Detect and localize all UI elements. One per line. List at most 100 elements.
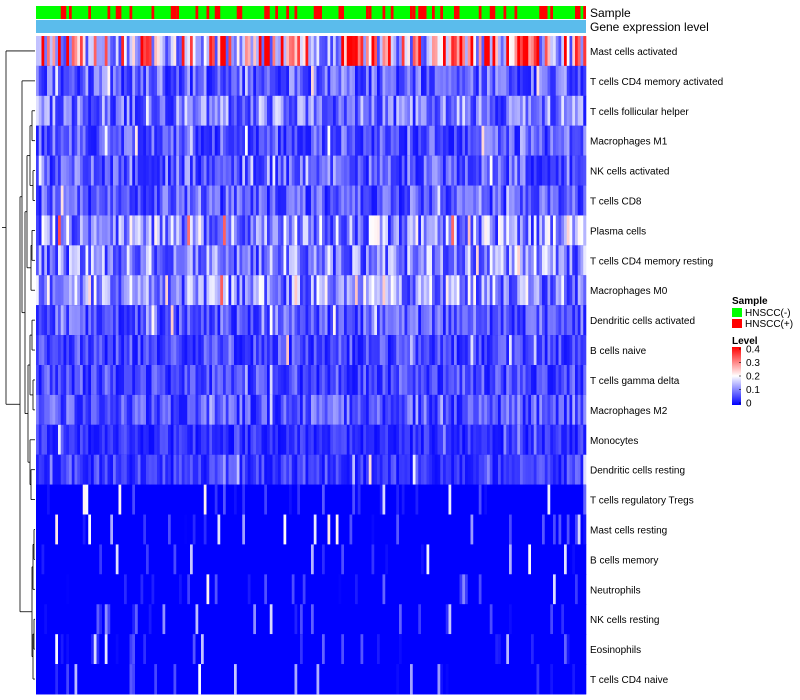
heatmap-cell xyxy=(465,65,469,97)
heatmap-cell xyxy=(118,424,122,456)
heatmap-cell xyxy=(286,36,290,67)
sample-cell-hnscc-pos xyxy=(583,6,586,19)
heatmap-cell xyxy=(448,95,452,127)
heatmap-cell xyxy=(313,484,317,515)
heatmap-cell xyxy=(440,245,444,276)
heatmap-cell xyxy=(470,424,474,456)
heatmap-cell xyxy=(55,125,59,157)
heatmap-cell xyxy=(69,424,73,456)
heatmap-cell xyxy=(561,305,565,336)
heatmap-cell xyxy=(38,454,42,486)
heatmap-cell xyxy=(426,514,430,545)
heatmap-cell xyxy=(550,484,554,515)
heatmap-cell xyxy=(454,664,458,695)
heatmap-cell xyxy=(371,95,375,127)
heatmap-cell xyxy=(360,544,364,575)
heatmap-cell xyxy=(44,634,48,665)
heatmap-cell xyxy=(492,424,496,456)
heatmap-cell xyxy=(60,484,64,515)
heatmap-cell xyxy=(228,245,232,276)
heatmap-cell xyxy=(393,36,397,67)
heatmap-cell xyxy=(168,484,172,515)
heatmap-cell xyxy=(473,424,477,456)
heatmap-cell xyxy=(66,604,70,635)
heatmap-cell xyxy=(333,215,337,246)
heatmap-cell xyxy=(547,664,551,695)
heatmap-row xyxy=(36,65,587,97)
heatmap-cell xyxy=(313,245,317,276)
heatmap-cell xyxy=(536,215,540,246)
heatmap-cell xyxy=(302,454,306,486)
heatmap-cell xyxy=(327,544,331,575)
heatmap-cell xyxy=(132,394,136,426)
heatmap-cell xyxy=(253,65,257,97)
heatmap-cell xyxy=(192,245,196,276)
heatmap-cell xyxy=(220,275,224,306)
heatmap-cell xyxy=(286,634,290,665)
heatmap-cell xyxy=(506,484,510,515)
heatmap-cell xyxy=(283,484,287,515)
heatmap-cell xyxy=(396,514,400,545)
heatmap-cell xyxy=(437,275,441,306)
heatmap-cell xyxy=(190,394,194,426)
heatmap-cell xyxy=(371,335,375,366)
heatmap-cell xyxy=(487,185,491,216)
heatmap-cell xyxy=(322,454,326,486)
heatmap-cell xyxy=(459,484,463,515)
heatmap-cell xyxy=(44,394,48,426)
heatmap-cell xyxy=(313,275,317,306)
heatmap-cell xyxy=(115,305,119,336)
heatmap-cell xyxy=(443,514,447,545)
heatmap-cell xyxy=(423,65,427,97)
heatmap-cell xyxy=(269,544,273,575)
heatmap-cell xyxy=(470,155,474,186)
heatmap-cell xyxy=(311,424,315,456)
heatmap-cell xyxy=(272,634,276,665)
heatmap-cell xyxy=(355,574,359,605)
heatmap-cell xyxy=(338,275,342,306)
heatmap-cell xyxy=(102,305,106,336)
heatmap-cell xyxy=(269,245,273,276)
heatmap-cell xyxy=(572,335,576,366)
heatmap-cell xyxy=(335,95,339,127)
heatmap-cell xyxy=(170,125,174,157)
heatmap-cell xyxy=(363,65,367,97)
heatmap-cell xyxy=(399,95,403,127)
heatmap-cell xyxy=(528,664,532,695)
heatmap-cell xyxy=(415,634,419,665)
heatmap-cell xyxy=(154,215,158,246)
heatmap-cell xyxy=(426,305,430,336)
sample-cell-hnscc-pos xyxy=(432,6,435,19)
heatmap-cell xyxy=(324,424,328,456)
heatmap-cell xyxy=(382,335,386,366)
heatmap-cell xyxy=(66,275,70,306)
heatmap-cell xyxy=(118,335,122,366)
heatmap-cell xyxy=(140,215,144,246)
heatmap-cell xyxy=(401,664,405,695)
heatmap-cell xyxy=(297,394,301,426)
heatmap-cell xyxy=(99,514,103,545)
heatmap-cell xyxy=(465,574,469,605)
heatmap-cell xyxy=(393,514,397,545)
heatmap-cell xyxy=(217,634,221,665)
heatmap-cell xyxy=(187,215,191,246)
heatmap-cell xyxy=(335,634,339,665)
heatmap-cell xyxy=(415,305,419,336)
heatmap-cell xyxy=(110,245,114,276)
heatmap-cell xyxy=(327,65,331,97)
heatmap-cell xyxy=(220,125,224,157)
heatmap-cell xyxy=(360,125,364,157)
heatmap-cell xyxy=(575,335,579,366)
heatmap-cell xyxy=(93,305,97,336)
heatmap-cell xyxy=(503,125,507,157)
heatmap-cell xyxy=(333,604,337,635)
heatmap-cell xyxy=(124,305,128,336)
heatmap-cell xyxy=(374,634,378,665)
heatmap-cell xyxy=(258,305,262,336)
heatmap-cell xyxy=(297,305,301,336)
heatmap-cell xyxy=(577,215,581,246)
heatmap-cell xyxy=(69,185,73,216)
heatmap-cell xyxy=(291,335,295,366)
heatmap-cell xyxy=(316,424,320,456)
heatmap-cell xyxy=(168,514,172,545)
